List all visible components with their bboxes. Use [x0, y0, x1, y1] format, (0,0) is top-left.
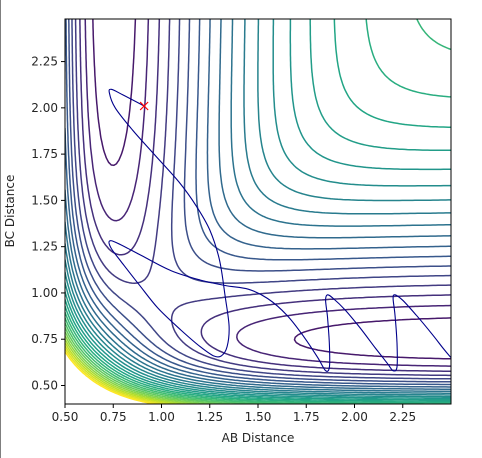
- contour-lines: [65, 19, 451, 404]
- trajectory-line: [108, 88, 451, 372]
- contour-line: [92, 19, 451, 360]
- contour-line: [65, 345, 169, 404]
- y-tick-label: 2.00: [31, 101, 58, 115]
- contour-line: [65, 19, 451, 394]
- contour-line: [65, 19, 451, 404]
- start-point-marker: [139, 101, 149, 111]
- x-axis-label: AB Distance: [222, 431, 295, 445]
- y-tick-label: 0.50: [31, 378, 58, 392]
- x-tick-label: 1.50: [245, 410, 272, 424]
- start-marker-group: [139, 101, 149, 111]
- trajectory-group: [108, 88, 451, 372]
- x-tick-label: 1.75: [293, 410, 320, 424]
- window-edge: [0, 0, 1, 458]
- y-tick-label: 1.75: [31, 147, 58, 161]
- x-tick-label: 0.50: [52, 410, 79, 424]
- y-tick-label: 1.50: [31, 193, 58, 207]
- x-axis-ticks: 0.50 0.75 1.00 1.25 1.50 1.75 2.00 2.25: [52, 404, 416, 424]
- y-axis-ticks: 0.50 0.75 1.00 1.25 1.50 1.75 2.00 2.25: [31, 55, 65, 392]
- x-tick-label: 2.25: [389, 410, 416, 424]
- x-tick-label: 1.25: [196, 410, 223, 424]
- y-tick-label: 2.25: [31, 55, 58, 69]
- contour-line: [68, 19, 451, 383]
- contour-line: [65, 19, 451, 398]
- contour-line: [84, 19, 451, 367]
- contour-line: [65, 19, 451, 401]
- contour-line: [79, 19, 451, 373]
- y-axis-label: BC Distance: [3, 175, 17, 248]
- contour-line: [74, 19, 451, 377]
- contour-line: [65, 19, 451, 390]
- x-tick-label: 1.00: [148, 410, 175, 424]
- contour-line: [65, 19, 451, 393]
- y-tick-label: 1.00: [31, 286, 58, 300]
- x-tick-label: 0.75: [100, 410, 127, 424]
- contour-line: [65, 19, 451, 396]
- y-tick-label: 1.25: [31, 240, 58, 254]
- contour-line: [65, 19, 451, 403]
- contour-line: [71, 19, 451, 380]
- contour-line: [65, 322, 263, 404]
- contour-line: [65, 19, 451, 400]
- contour-line: [65, 350, 155, 404]
- contour-line: [65, 348, 162, 404]
- contour-line: [65, 19, 451, 386]
- y-tick-label: 0.75: [31, 332, 58, 346]
- x-tick-label: 2.00: [341, 410, 368, 424]
